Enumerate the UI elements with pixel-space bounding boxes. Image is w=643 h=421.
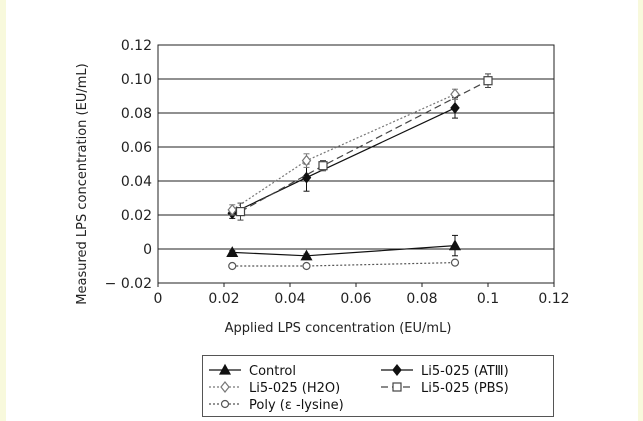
y-tick-label: 0.08 — [121, 106, 152, 122]
series-0 — [226, 234, 462, 261]
data-point — [318, 161, 328, 171]
y-tick-label: 0 — [143, 242, 152, 258]
data-point — [301, 154, 312, 167]
legend-label: Poly (ε -lysine) — [249, 398, 344, 413]
legend-marker — [220, 381, 230, 393]
line-chart: 0.120.100.080.060.040.020− 0.020 0.02 0.04… — [75, 38, 570, 336]
series-line — [232, 262, 456, 267]
legend-entry-3: Li5-025 (PBS) — [381, 381, 509, 396]
x-tick-label: 0.02 — [208, 291, 239, 307]
x-tick-label: 0.1 — [477, 291, 499, 307]
legend-marker — [392, 364, 402, 376]
x-tick-label: 0.04 — [274, 291, 305, 307]
x-axis-title: Applied LPS concentration (EU/mL) — [225, 321, 452, 336]
y-tick-label: 0.12 — [121, 38, 152, 54]
data-point — [228, 261, 237, 271]
series-line — [232, 245, 456, 257]
plot-frame — [157, 44, 555, 284]
data-point — [302, 261, 311, 271]
legend-marker — [392, 382, 402, 392]
data-point — [227, 203, 238, 216]
series-2 — [227, 88, 460, 216]
data-point — [448, 239, 462, 251]
series-1 — [227, 97, 460, 220]
y-tick-label: − 0.02 — [105, 276, 152, 292]
series-4 — [228, 258, 460, 271]
data-point — [483, 76, 493, 86]
chart-figure: 0.12 0.10 0.08 0.06 0.04 0.02 0− 0.02 0 0.02 0.04… — [6, 0, 638, 421]
legend-entry-4: Poly (ε -lysine) — [209, 398, 344, 413]
legend-marker — [218, 363, 232, 375]
data-point — [300, 249, 313, 261]
data-point — [450, 258, 460, 267]
legend: Control Li5-025 (ATⅢ) Li5-025 (H2O) Li5-025… — [202, 355, 554, 417]
y-axis-title: Measured LPS concentration (EU/mL) — [75, 63, 90, 304]
legend-marker — [220, 399, 230, 409]
y-tick-label: 0.04 — [121, 174, 152, 190]
series-line — [231, 93, 456, 211]
data-point — [226, 246, 239, 257]
y-tick-label: 0.06 — [121, 140, 152, 156]
x-tick-label: 0 — [154, 291, 163, 307]
x-tick-label: 0.12 — [538, 291, 569, 307]
y-tick-label: 0.10 — [121, 72, 152, 88]
legend-entry-1: Li5-025 (ATⅢ) — [381, 364, 509, 379]
x-tick-label: 0.06 — [340, 291, 371, 307]
legend-label: Li5-025 (H2O) — [249, 381, 340, 396]
legend-entry-0: Control — [209, 363, 296, 379]
y-tick-label: 0.02 — [121, 208, 152, 224]
x-tick-label: 0.08 — [406, 291, 437, 307]
legend-entry-2: Li5-025 (H2O) — [209, 381, 340, 396]
legend-label: Li5-025 (PBS) — [421, 381, 509, 396]
legend-label: Li5-025 (ATⅢ) — [421, 364, 509, 379]
series-3 — [235, 73, 493, 221]
data-point — [235, 207, 246, 217]
legend-label: Control — [249, 364, 296, 379]
legend-entries: Control Li5-025 (ATⅢ) Li5-025 (H2O) Li5-025… — [209, 363, 509, 413]
data-point — [450, 101, 460, 114]
